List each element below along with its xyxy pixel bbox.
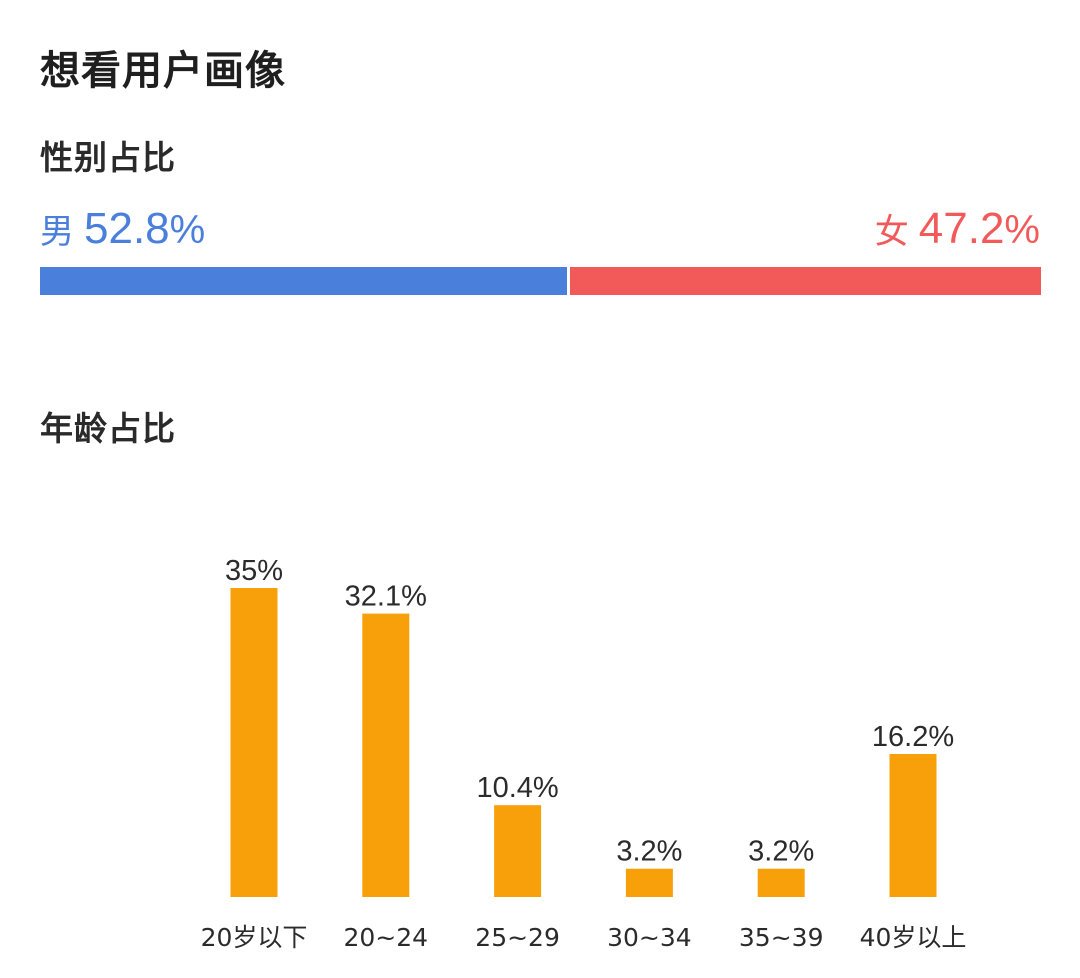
age-bar-4 bbox=[757, 868, 805, 897]
female-name: 女 bbox=[874, 213, 909, 251]
age-bar-value-label-0: 35% bbox=[225, 555, 283, 587]
age-bar-value-label-4: 3.2% bbox=[748, 836, 814, 868]
age-bar-2 bbox=[494, 805, 542, 897]
male-label: 男 52.8% bbox=[40, 204, 205, 254]
female-percent: 47.2% bbox=[919, 204, 1040, 253]
age-category-label-5: 40岁以上 bbox=[860, 923, 967, 952]
age-bar-5 bbox=[889, 753, 937, 897]
age-bar-value-label-2: 10.4% bbox=[476, 772, 558, 804]
age-bar-1 bbox=[362, 613, 410, 897]
age-category-label-2: 25~29 bbox=[475, 923, 560, 952]
gender-section-title: 性别占比 bbox=[40, 138, 176, 177]
male-name: 男 bbox=[40, 213, 74, 251]
age-category-label-3: 30~34 bbox=[607, 923, 692, 952]
gender-bar-divider bbox=[566, 267, 570, 295]
gender-bar-male bbox=[40, 267, 567, 295]
age-bar-3 bbox=[625, 868, 673, 897]
age-category-label-4: 35~39 bbox=[739, 923, 824, 952]
age-bar-0 bbox=[230, 588, 278, 897]
male-percent-value: 52.8 bbox=[84, 204, 170, 253]
age-bar-value-label-1: 32.1% bbox=[345, 581, 427, 613]
female-label: 女 47.2% bbox=[875, 204, 1040, 254]
gender-bar-female bbox=[569, 267, 1041, 295]
male-percent-unit: % bbox=[169, 208, 206, 252]
age-section-title: 年龄占比 bbox=[40, 409, 176, 448]
female-percent-value: 47.2 bbox=[918, 204, 1005, 253]
gender-ratio-bar bbox=[40, 267, 1041, 295]
age-category-label-0: 20岁以下 bbox=[201, 923, 308, 952]
male-percent: 52.8% bbox=[84, 204, 205, 253]
age-bar-value-label-5: 16.2% bbox=[872, 721, 954, 753]
page-title: 想看用户画像 bbox=[40, 48, 286, 94]
female-percent-unit: % bbox=[1004, 208, 1040, 252]
age-category-label-1: 20~24 bbox=[344, 923, 429, 952]
age-bar-value-label-3: 3.2% bbox=[616, 836, 682, 868]
